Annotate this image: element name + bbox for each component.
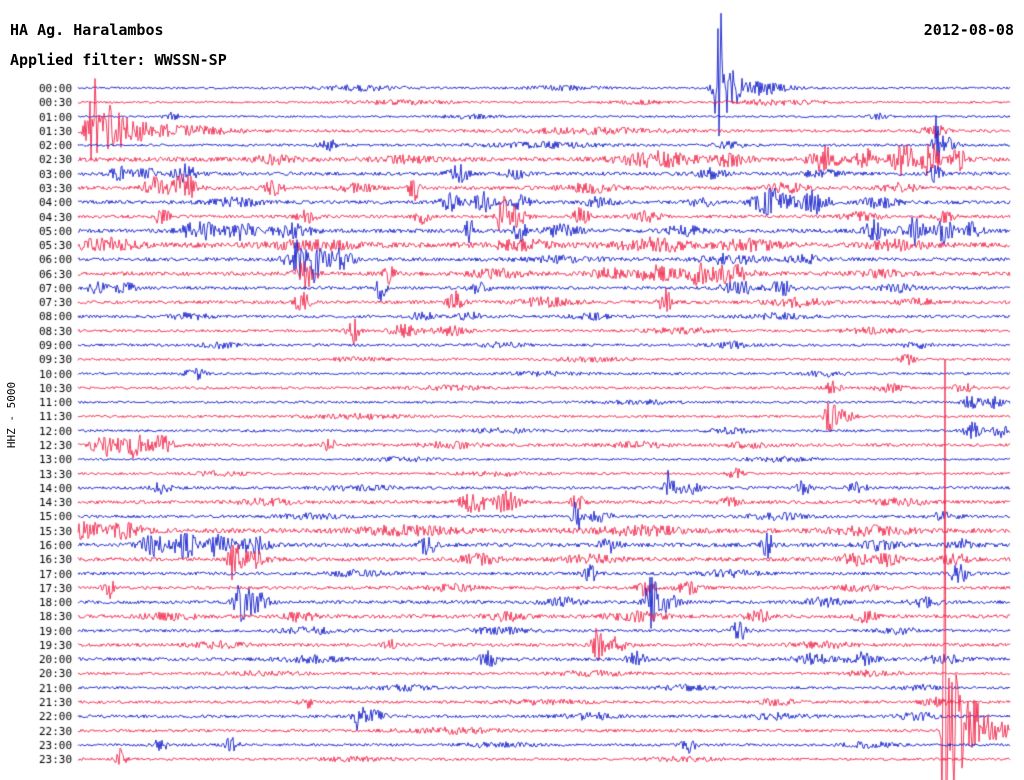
date-label: 2012-08-08 xyxy=(923,21,1014,39)
channel-scale-label: HHZ - 5000 xyxy=(5,381,18,449)
station-title: HA Ag. Haralambos xyxy=(10,21,164,39)
applied-filter-label: Applied filter: WWSSN-SP xyxy=(10,51,227,69)
